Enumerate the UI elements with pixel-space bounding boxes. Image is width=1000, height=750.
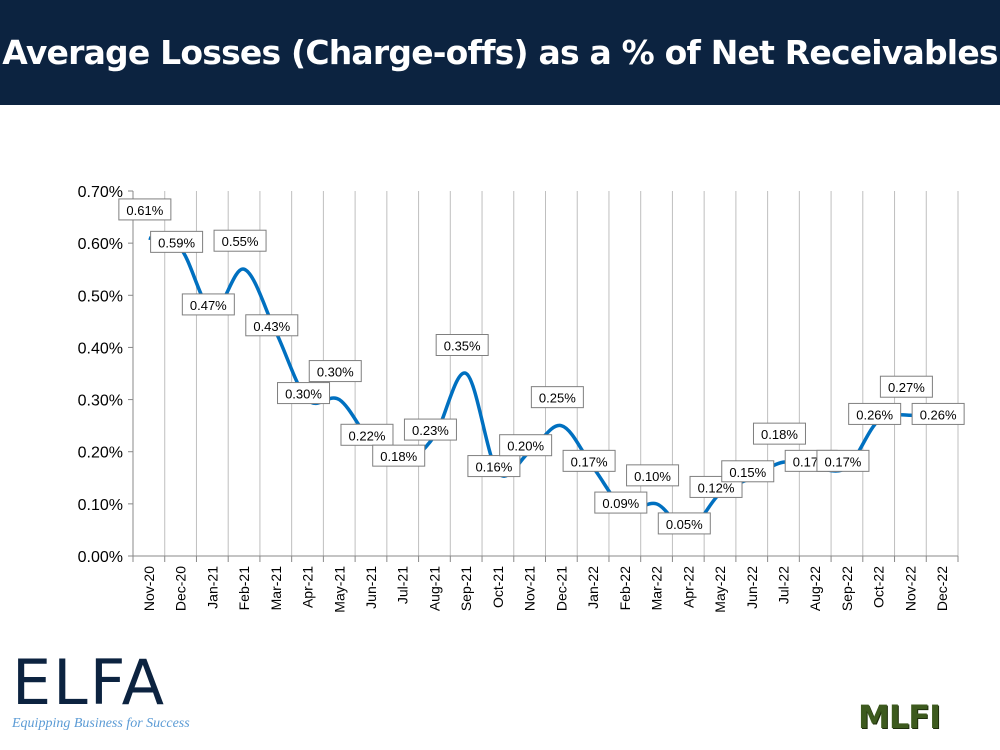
- data-label: 0.23%: [412, 423, 449, 438]
- data-label: 0.59%: [158, 235, 195, 250]
- data-label: 0.15%: [729, 465, 766, 480]
- x-tick-label: Dec-22: [934, 566, 950, 611]
- data-label-box: [435, 334, 489, 356]
- x-tick-label: Jan-21: [204, 566, 220, 609]
- x-tick-label: Nov-21: [522, 566, 538, 611]
- data-label: 0.30%: [285, 387, 322, 402]
- x-tick-label: Dec-20: [173, 566, 189, 611]
- data-label: 0.17%: [825, 454, 862, 469]
- data-label-box: [467, 455, 521, 478]
- x-tick-label: Nov-22: [902, 566, 918, 611]
- x-tick-label: Oct-22: [871, 566, 887, 608]
- data-label-box: [277, 382, 331, 405]
- data-label-box: [150, 230, 204, 253]
- data-label-box: [213, 229, 267, 252]
- data-label-box: [403, 418, 457, 441]
- data-label-box: [372, 444, 426, 467]
- data-label-box: [816, 449, 870, 472]
- data-label: 0.18%: [380, 449, 417, 464]
- data-label: 0.26%: [856, 407, 893, 422]
- x-tick-label: Oct-21: [490, 566, 506, 608]
- data-label-box: [562, 449, 616, 472]
- x-tick-label: Feb-21: [236, 566, 252, 611]
- data-label: 0.61%: [126, 203, 163, 218]
- data-label-box: [594, 491, 648, 514]
- data-label: 0.09%: [602, 496, 639, 511]
- data-label-box: [499, 434, 553, 457]
- data-label-box: [848, 402, 902, 425]
- data-label: 0.20%: [507, 439, 544, 454]
- data-label: 0.05%: [666, 517, 703, 532]
- y-tick-label: 0.20%: [78, 445, 123, 462]
- x-tick-label: Apr-22: [680, 566, 696, 608]
- data-label-box: [118, 198, 172, 221]
- data-label: 0.18%: [761, 427, 798, 442]
- x-tick-label: Jul-21: [395, 566, 411, 604]
- elfa-logo-mark: ELFA: [12, 646, 167, 719]
- elfa-tagline: Equipping Business for Success: [12, 716, 190, 731]
- y-tick-label: 0.50%: [78, 288, 123, 305]
- x-tick-label: Mar-22: [649, 566, 665, 611]
- elfa-logo: ELFA Equipping Business for Success: [12, 652, 190, 732]
- x-tick-label: Aug-21: [426, 566, 442, 611]
- x-tick-label: Jul-22: [775, 566, 791, 604]
- data-label-box: [530, 386, 584, 409]
- data-label-box: [911, 402, 965, 425]
- x-tick-label: Apr-21: [300, 566, 316, 608]
- data-label: 0.26%: [920, 407, 957, 422]
- data-label: 0.10%: [634, 469, 671, 484]
- y-tick-label: 0.00%: [78, 549, 123, 566]
- data-label: 0.27%: [888, 380, 925, 395]
- header-banner: Average Losses (Charge-offs) as a % of N…: [0, 0, 1000, 105]
- line-chart: 0.00% 0.10% 0.20% 0.30% 0.40% 0.50% 0.60% 0.70%…: [78, 184, 965, 613]
- x-tick-label: Jun-21: [363, 566, 379, 609]
- x-tick-label: Sep-21: [458, 566, 474, 611]
- x-tick-label: Jun-22: [744, 566, 760, 609]
- data-label-box: [308, 360, 362, 383]
- data-label-box: [181, 293, 235, 316]
- x-tick-label: Sep-22: [839, 566, 855, 611]
- mlfi-logo: MLFI: [858, 698, 941, 736]
- data-label-box: [752, 422, 806, 445]
- y-tick-label: 0.10%: [78, 497, 123, 514]
- data-label: 0.16%: [475, 460, 512, 475]
- data-label: 0.17%: [571, 454, 608, 469]
- data-label-box: [626, 464, 680, 487]
- data-label: 0.30%: [317, 365, 354, 380]
- x-tick-label: Feb-22: [617, 566, 633, 611]
- data-label-box: [721, 460, 775, 483]
- data-label-box: [657, 512, 711, 535]
- data-label: 0.55%: [222, 234, 259, 249]
- data-label: 0.35%: [444, 339, 481, 354]
- x-tick-label: Dec-21: [553, 566, 569, 611]
- data-label-box: [245, 314, 299, 337]
- x-tick-label: Jan-22: [585, 566, 601, 609]
- y-tick-label: 0.70%: [78, 184, 123, 201]
- data-label-box: [340, 423, 394, 446]
- y-tick-label: 0.40%: [78, 340, 123, 357]
- x-tick-label: Nov-20: [141, 566, 157, 611]
- x-tick-label: Mar-21: [268, 566, 284, 611]
- x-tick-label: May-22: [712, 566, 728, 613]
- x-tick-label: Aug-22: [807, 566, 823, 611]
- y-tick-label: 0.60%: [78, 236, 123, 253]
- page-title: Average Losses (Charge-offs) as a % of N…: [2, 33, 998, 72]
- data-label: 0.43%: [253, 319, 290, 334]
- data-label-box: [879, 375, 933, 398]
- data-label: 0.22%: [349, 428, 386, 443]
- data-label: 0.12%: [698, 480, 735, 495]
- data-label: 0.25%: [539, 391, 576, 406]
- data-label: 0.47%: [190, 298, 227, 313]
- x-tick-label: May-21: [331, 566, 347, 613]
- y-tick-label: 0.30%: [78, 393, 123, 410]
